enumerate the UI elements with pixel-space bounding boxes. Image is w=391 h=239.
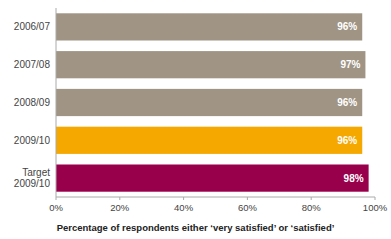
x-axis-line [56, 197, 375, 198]
x-tick [56, 197, 57, 200]
data-label: 98% [344, 173, 364, 184]
data-label: 96% [337, 97, 357, 108]
y-tick-label: 2008/09 [14, 97, 51, 108]
y-tick-label: 2009/10 [14, 135, 51, 146]
data-label: 97% [340, 59, 360, 70]
x-tick-label: 0% [49, 202, 63, 213]
bar [56, 127, 362, 154]
x-tick-label: 20% [110, 202, 130, 213]
y-axis-line [56, 8, 57, 197]
y-tick-label: Target2009/10 [14, 167, 51, 189]
bar [56, 89, 362, 116]
x-tick [119, 197, 120, 200]
x-axis-label: Percentage of respondents either ‘very s… [57, 222, 335, 233]
x-tick-label: 40% [174, 202, 194, 213]
bar [56, 13, 362, 40]
x-tick-label: 100% [363, 202, 388, 213]
bar [56, 164, 369, 191]
x-tick-label: 80% [302, 202, 322, 213]
x-tick [311, 197, 312, 200]
data-label: 96% [337, 135, 357, 146]
bars [56, 13, 369, 191]
chart: 96% 97% 96% 96% 98% 0% 20% 40% 60% 80% 100% 2006/07… [0, 0, 391, 239]
bar [56, 51, 365, 78]
y-tick-label: 2006/07 [14, 21, 51, 32]
x-tick [247, 197, 248, 200]
y-tick-label: 2007/08 [14, 59, 51, 70]
x-tick-label: 60% [238, 202, 258, 213]
x-tick [375, 197, 376, 200]
data-label: 96% [337, 21, 357, 32]
x-tick [183, 197, 184, 200]
